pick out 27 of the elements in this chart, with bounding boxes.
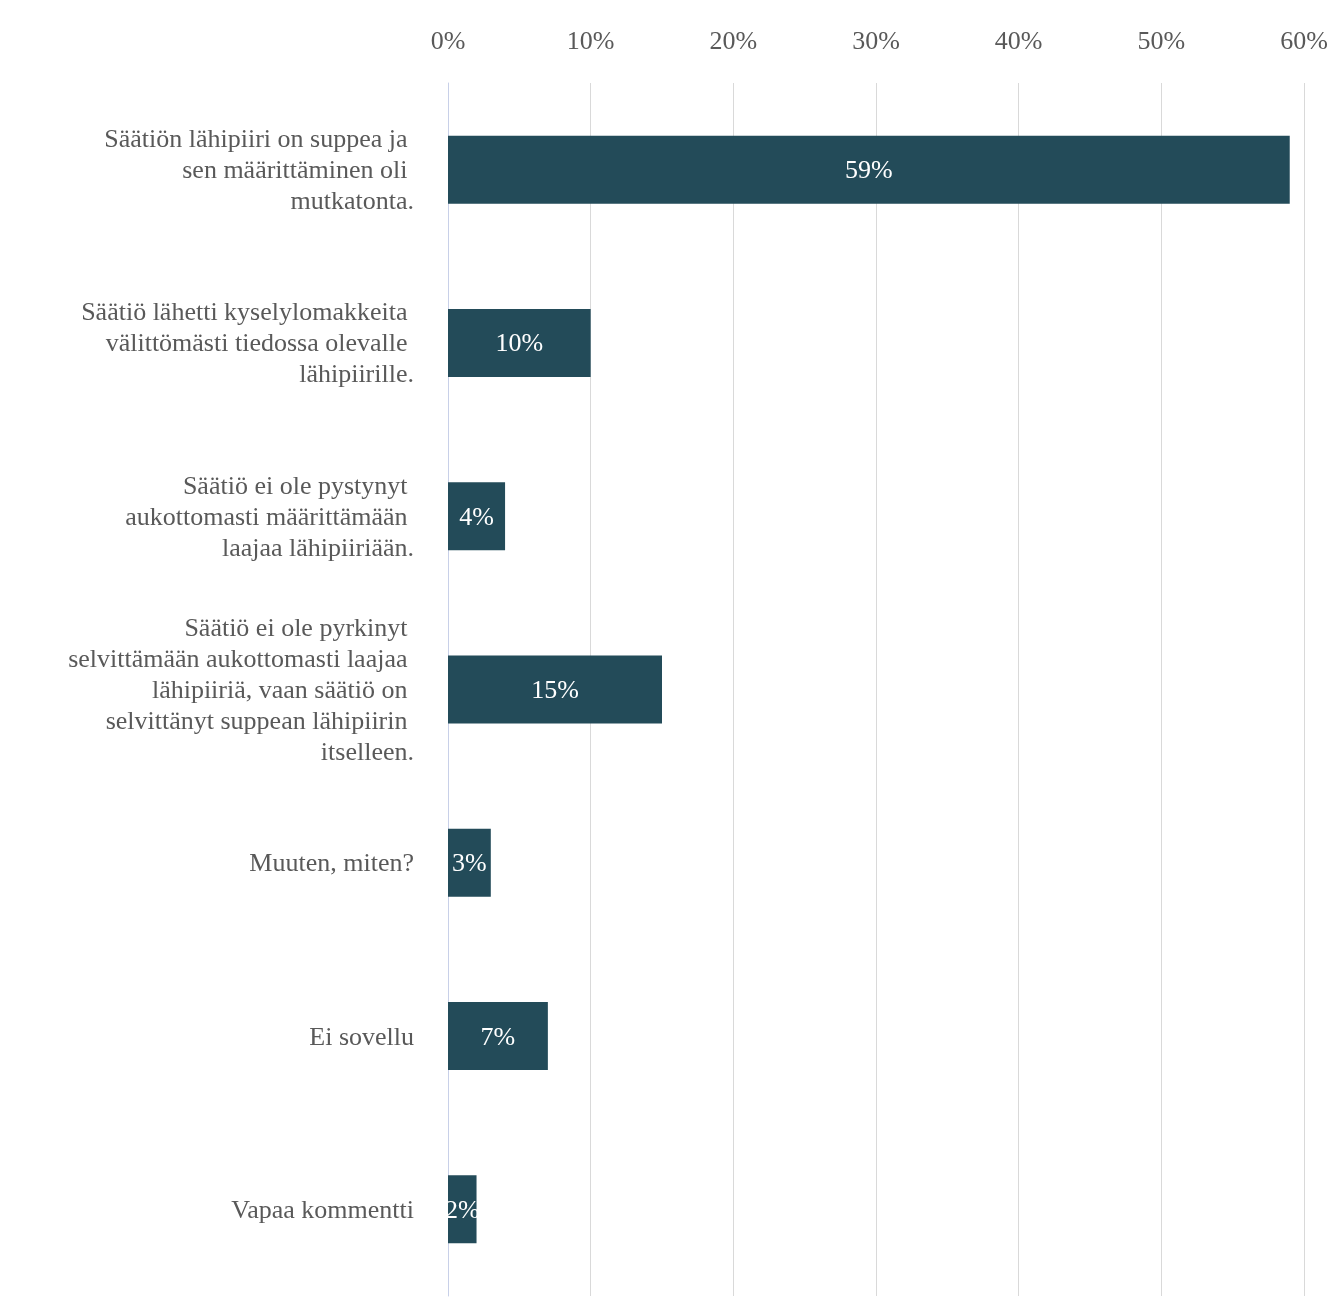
x-tick-label: 60% (1280, 25, 1328, 55)
data-label: 15% (531, 675, 579, 704)
y-tick-label: Säätiön lähipiiri on suppea ja sen määrittäminen oli mutkatonta. (104, 124, 414, 216)
x-tick-label: 50% (1137, 25, 1186, 55)
bar (448, 828, 491, 897)
x-tick-label: 40% (994, 25, 1043, 55)
y-tick-label: Säätiö ei ole pystynyt aukottomasti määrittämään laajaa lähipiiriään. (125, 470, 414, 562)
bar (448, 135, 1290, 204)
y-tick-label: Muuten, miten? (249, 848, 414, 878)
y-tick-label: Ei sovellu (309, 1021, 414, 1051)
bar (448, 1175, 477, 1244)
bar (448, 308, 591, 377)
data-label: 7% (480, 1021, 516, 1051)
bar (448, 655, 662, 724)
y-tick-label: Säätiö ei ole pyrkinyt selvittämään aukottomasti laajaa lähipiiriä, vaan säätiö on selvittänyt suppean lähipiirin itselleen. (68, 613, 414, 766)
data-label: 3% (452, 848, 487, 878)
y-tick-label: Säätiö lähetti kyselylomakkeita välittömästi tiedossa olevalle lähipiirille. (81, 297, 414, 389)
data-label: 10% (495, 328, 544, 358)
bar (448, 482, 506, 551)
y-tick-label: Vapaa kommentti (231, 1194, 414, 1224)
data-label: 4% (459, 501, 494, 531)
data-label: 59% (845, 155, 893, 185)
bar (448, 1002, 548, 1071)
x-tick-label: 20% (709, 25, 758, 55)
x-tick-label: 0% (430, 25, 466, 55)
x-tick-label: 10% (566, 25, 615, 55)
x-tick-label: 30% (852, 25, 900, 55)
